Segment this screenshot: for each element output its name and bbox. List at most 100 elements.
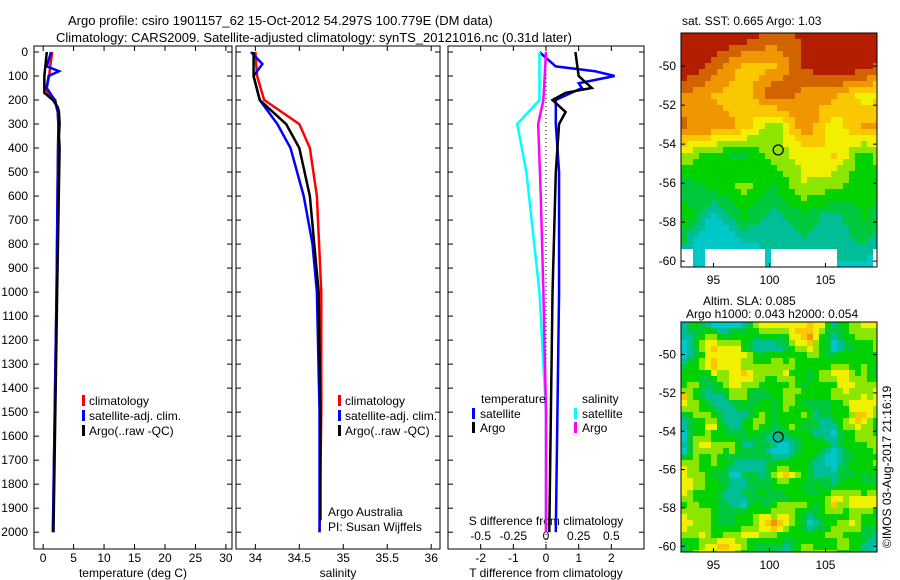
map-cell: [795, 105, 801, 111]
lat-tick-label: -60: [659, 539, 677, 553]
map-cell: [681, 33, 687, 39]
map-cell: [819, 382, 825, 388]
map-cell: [771, 496, 777, 502]
map-cell: [795, 358, 801, 364]
map-cell: [873, 454, 877, 460]
map-cell: [711, 502, 717, 508]
map-cell: [837, 370, 843, 376]
map-cell: [867, 394, 873, 400]
map-cell: [693, 376, 699, 382]
lat-tick-label: -50: [659, 348, 677, 362]
map-cell: [771, 99, 777, 105]
map-cell: [711, 171, 717, 177]
map-cell: [717, 526, 723, 532]
map-cell: [765, 406, 771, 412]
map-cell: [765, 424, 771, 430]
map-cell: [771, 117, 777, 123]
map-cell: [801, 129, 807, 135]
map-cell: [819, 424, 825, 430]
map-cell: [813, 81, 819, 87]
map-cell: [861, 478, 867, 484]
map-cell: [753, 526, 759, 532]
map-cell: [729, 165, 735, 171]
map-cell: [723, 502, 729, 508]
map-cell: [801, 225, 807, 231]
map-cell: [801, 406, 807, 412]
map-cell: [867, 177, 873, 183]
map-cell: [747, 237, 753, 243]
map-cell: [813, 388, 819, 394]
map-cell: [825, 418, 831, 424]
map-cell: [843, 340, 849, 346]
map-cell: [741, 177, 747, 183]
map-cell: [783, 358, 789, 364]
map-cell: [777, 201, 783, 207]
map-cell: [687, 87, 693, 93]
map-cell: [711, 39, 717, 45]
map-cell: [867, 418, 873, 424]
map-cell: [771, 544, 777, 550]
map-cell: [735, 520, 741, 526]
map-cell: [699, 207, 705, 213]
s-tick-label: 0: [543, 529, 550, 543]
map-cell: [771, 129, 777, 135]
map-cell: [873, 364, 877, 370]
map-cell: [849, 129, 855, 135]
map-cell: [807, 502, 813, 508]
map-cell: [849, 249, 855, 255]
map-cell: [789, 189, 795, 195]
map-cell: [753, 334, 759, 340]
map-cell: [861, 490, 867, 496]
map-cell: [687, 478, 693, 484]
map-cell: [837, 255, 843, 261]
map-cell: [843, 406, 849, 412]
map-cell: [729, 33, 735, 39]
map-cell: [825, 484, 831, 490]
map-cell: [687, 526, 693, 532]
map-cell: [795, 243, 801, 249]
map-cell: [861, 135, 867, 141]
map-cell: [729, 177, 735, 183]
map-cell: [873, 237, 877, 243]
map-cell: [873, 207, 877, 213]
map-cell: [831, 75, 837, 81]
map-cell: [777, 69, 783, 75]
map-cell: [723, 195, 729, 201]
map-cell: [741, 508, 747, 514]
map-cell: [687, 436, 693, 442]
map-cell: [681, 123, 687, 129]
map-cell: [735, 147, 741, 153]
map-cell: [837, 249, 843, 255]
x-tick-label: 25: [189, 551, 203, 565]
map-cell: [837, 201, 843, 207]
map-cell: [837, 123, 843, 129]
map-cell: [867, 346, 873, 352]
map-cell: [843, 117, 849, 123]
map-cell: [783, 442, 789, 448]
map-cell: [849, 69, 855, 75]
map-cell: [735, 123, 741, 129]
map-cell: [753, 502, 759, 508]
map-cell: [759, 478, 765, 484]
map-cell: [873, 322, 877, 328]
map-cell: [837, 430, 843, 436]
map-cell: [729, 153, 735, 159]
map-cell: [741, 237, 747, 243]
map-cell: [831, 225, 837, 231]
map-cell: [867, 69, 873, 75]
map-cell: [741, 165, 747, 171]
map-cell: [861, 231, 867, 237]
legend-label: Argo: [480, 421, 506, 435]
map-cell: [699, 538, 705, 544]
map-cell: [801, 105, 807, 111]
map-cell: [729, 358, 735, 364]
map-cell: [711, 508, 717, 514]
map-cell: [729, 207, 735, 213]
map-cell: [843, 159, 849, 165]
map-cell: [753, 33, 759, 39]
map-cell: [747, 231, 753, 237]
map-cell: [741, 358, 747, 364]
map-cell: [789, 544, 795, 550]
map-cell: [699, 478, 705, 484]
